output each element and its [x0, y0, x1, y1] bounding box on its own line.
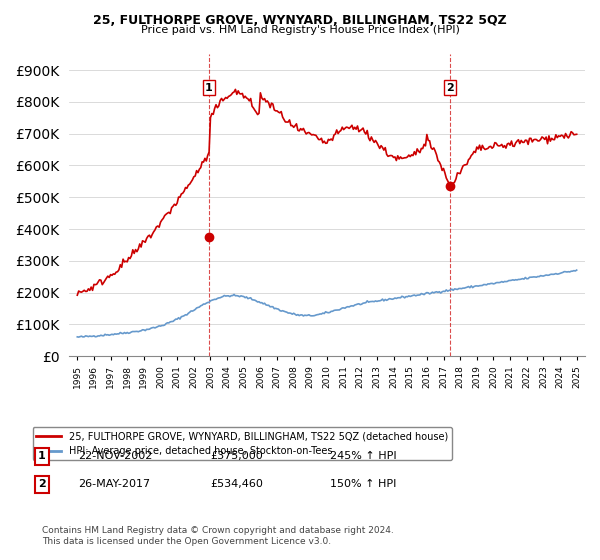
Text: 26-MAY-2017: 26-MAY-2017	[78, 479, 150, 489]
Text: Contains HM Land Registry data © Crown copyright and database right 2024.
This d: Contains HM Land Registry data © Crown c…	[42, 526, 394, 546]
Text: 245% ↑ HPI: 245% ↑ HPI	[330, 451, 397, 461]
Text: £534,460: £534,460	[210, 479, 263, 489]
Text: 2: 2	[38, 479, 46, 489]
Text: £375,000: £375,000	[210, 451, 263, 461]
Text: 1: 1	[38, 451, 46, 461]
Legend: 25, FULTHORPE GROVE, WYNYARD, BILLINGHAM, TS22 5QZ (detached house), HPI: Averag: 25, FULTHORPE GROVE, WYNYARD, BILLINGHAM…	[32, 427, 452, 460]
Text: 25, FULTHORPE GROVE, WYNYARD, BILLINGHAM, TS22 5QZ: 25, FULTHORPE GROVE, WYNYARD, BILLINGHAM…	[93, 14, 507, 27]
Text: Price paid vs. HM Land Registry's House Price Index (HPI): Price paid vs. HM Land Registry's House …	[140, 25, 460, 35]
Text: 22-NOV-2002: 22-NOV-2002	[78, 451, 152, 461]
Text: 2: 2	[446, 82, 454, 92]
Text: 150% ↑ HPI: 150% ↑ HPI	[330, 479, 397, 489]
Text: 1: 1	[205, 82, 212, 92]
